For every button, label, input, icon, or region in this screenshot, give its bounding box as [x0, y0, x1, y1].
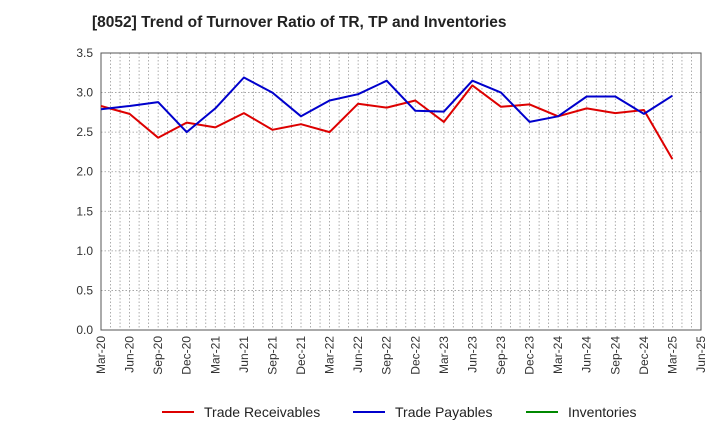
- y-tick-label: 2.5: [76, 125, 93, 139]
- x-tick-label: Jun-20: [123, 336, 137, 373]
- plot-area: [101, 53, 701, 330]
- x-tick-label: Dec-20: [180, 336, 194, 375]
- x-tick-label: Jun-25: [694, 336, 708, 373]
- x-tick-label: Jun-23: [465, 336, 479, 373]
- x-tick-label: Sep-21: [265, 336, 279, 375]
- chart-legend: Trade Receivables Trade Payables Invento…: [0, 404, 720, 426]
- y-tick-label: 2.0: [76, 165, 93, 179]
- x-tick-label: Dec-23: [523, 336, 537, 375]
- legend-swatch-trade-receivables: [162, 411, 194, 413]
- x-tick-label: Mar-21: [208, 336, 222, 374]
- legend-item-inventories: Inventories: [526, 404, 636, 420]
- x-tick-label: Mar-24: [551, 336, 565, 374]
- turnover-ratio-chart: 0.0 0.5 1.0 1.5 2.0 2.5 3.0 3.5 Mar-20 Jun-20 Sep-…: [76, 46, 708, 375]
- legend-swatch-trade-payables: [353, 411, 385, 413]
- legend-label-trade-payables: Trade Payables: [395, 404, 493, 420]
- x-tick-label: Sep-20: [151, 336, 165, 375]
- plot-frame: [100, 52, 702, 331]
- y-tick-label: 1.0: [76, 244, 93, 258]
- x-tick-label: Sep-23: [494, 336, 508, 375]
- legend-swatch-inventories: [526, 411, 558, 413]
- x-tick-label: Sep-22: [380, 336, 394, 375]
- x-tick-label: Jun-22: [351, 336, 365, 373]
- x-tick-label: Mar-23: [437, 336, 451, 374]
- y-tick-label: 0.0: [76, 323, 93, 337]
- legend-label-trade-receivables: Trade Receivables: [204, 404, 321, 420]
- x-tick-label: Mar-22: [323, 336, 337, 374]
- series-line-trade-payables: [100, 76, 673, 134]
- x-tick-label: Sep-24: [608, 336, 622, 375]
- chart-title: [8052] Trend of Turnover Ratio of TR, TP…: [92, 14, 507, 31]
- x-tick-label: Dec-22: [408, 336, 422, 375]
- x-tick-label: Dec-21: [294, 336, 308, 375]
- y-tick-label: 1.5: [76, 204, 93, 218]
- x-tick-label: Mar-25: [665, 336, 679, 374]
- y-tick-label: 3.5: [76, 46, 93, 60]
- legend-item-trade-payables: Trade Payables: [353, 404, 493, 420]
- y-tick-label: 0.5: [76, 283, 93, 297]
- x-tick-label: Jun-21: [237, 336, 251, 373]
- x-tick-label: Dec-24: [637, 336, 651, 375]
- y-tick-label: 3.0: [76, 86, 93, 100]
- legend-label-inventories: Inventories: [568, 404, 637, 420]
- x-tick-label: Mar-20: [94, 336, 108, 374]
- legend-item-trade-receivables: Trade Receivables: [162, 404, 320, 420]
- x-tick-label: Jun-24: [580, 336, 594, 373]
